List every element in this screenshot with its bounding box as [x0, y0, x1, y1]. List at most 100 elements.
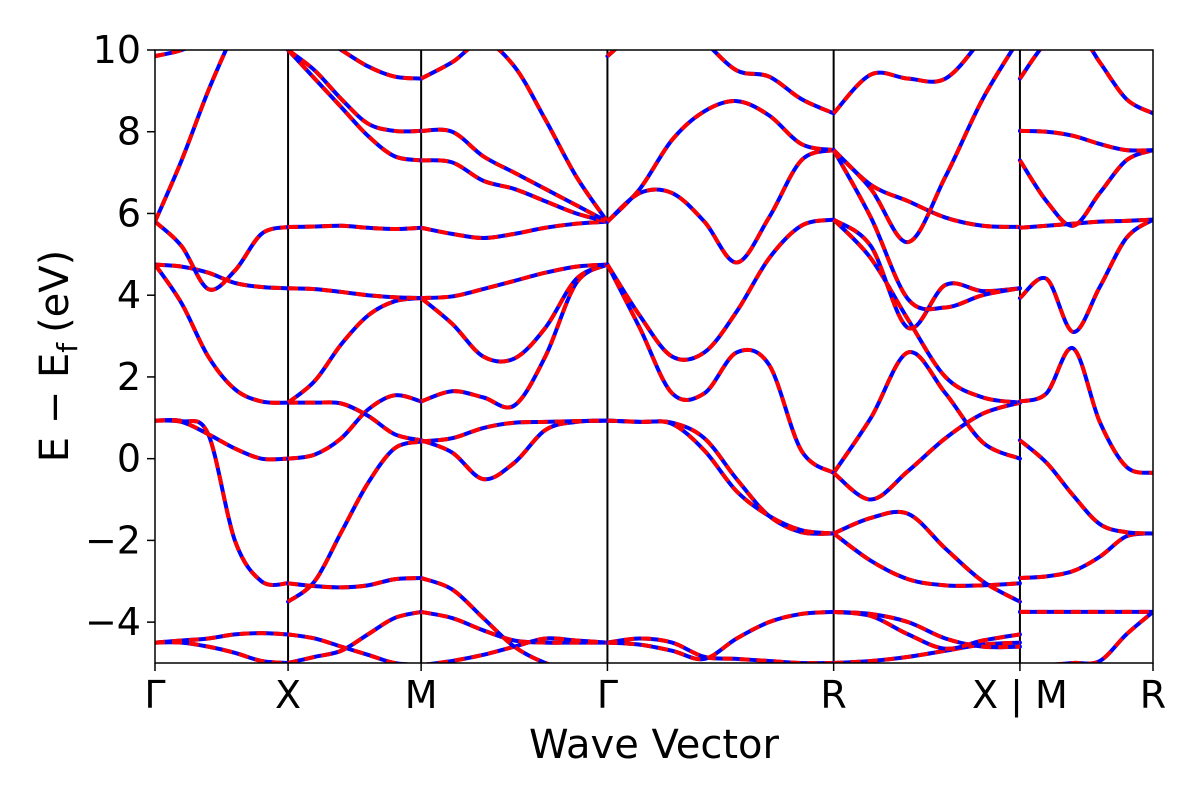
band-line-spin-up	[419, 418, 610, 444]
band-line-spin-down	[832, 531, 1021, 588]
band-line-spin-down	[420, 418, 608, 444]
y-tick-label: −2	[85, 518, 141, 562]
band-line-spin-up	[831, 50, 976, 116]
band-line-spin-down	[607, 609, 834, 662]
band-line-spin-up	[605, 217, 836, 362]
band-line-spin-down	[833, 609, 1020, 650]
band-line-spin-down	[831, 350, 1021, 475]
band-line-spin-down	[421, 636, 608, 663]
band-line-spin-up	[419, 609, 610, 645]
band-line-spin-up	[155, 417, 291, 587]
band-line-spin-down	[288, 400, 422, 443]
y-axis-title-main: E − E	[32, 353, 78, 463]
band-line-spin-down	[606, 99, 835, 224]
band-line-spin-up	[605, 609, 836, 662]
band-line-spin-down	[832, 50, 1015, 245]
band-line-spin-up	[831, 217, 1022, 331]
band-line-spin-down	[605, 263, 835, 475]
band-line-spin-down	[420, 262, 609, 410]
band-line-spin-up	[1017, 438, 1153, 536]
band-line-spin-down	[155, 263, 289, 405]
band-line-spin-down	[1019, 217, 1153, 230]
band-line-spin-down	[288, 286, 422, 301]
band-line-spin-down	[421, 127, 609, 224]
band-line-spin-up	[155, 50, 188, 59]
band-line-spin-up	[419, 158, 610, 224]
band-line-spin-down	[833, 609, 1021, 651]
band-line-spin-up	[419, 418, 610, 482]
band-lines	[155, 50, 1153, 663]
band-line-spin-up	[286, 296, 424, 405]
x-tick-label: X	[275, 673, 301, 717]
x-tick-label: X | M	[972, 673, 1068, 718]
band-line-spin-up	[831, 400, 1022, 502]
band-line-spin-up	[419, 127, 610, 224]
band-line-spin-up	[605, 50, 836, 116]
band-line-spin-down	[1019, 531, 1153, 580]
band-line-spin-down	[155, 640, 289, 663]
band-line-spin-up	[155, 50, 229, 224]
y-tick-label: 8	[117, 110, 141, 154]
band-line-spin-down	[831, 149, 1021, 312]
band-line-spin-down	[420, 609, 608, 645]
x-tick-label: Γ	[144, 673, 165, 717]
band-line-spin-up	[831, 148, 1022, 312]
band-line-spin-up	[605, 418, 836, 536]
band-line-spin-down	[337, 50, 422, 81]
y-axis-title-subscript: f	[51, 342, 84, 353]
band-line-spin-down	[832, 218, 1021, 405]
band-line-spin-up	[605, 148, 836, 265]
band-line-spin-down	[286, 439, 422, 604]
band-line-spin-down	[287, 609, 422, 663]
band-line-spin-up	[419, 262, 610, 410]
band-line-spin-up	[1017, 531, 1153, 580]
band-line-spin-up	[419, 576, 552, 663]
x-ticks: Γ X M Γ R X | M R	[144, 663, 1166, 718]
band-line-spin-up	[155, 640, 291, 663]
y-tick-label: 10	[93, 28, 141, 72]
band-line-spin-up	[831, 531, 1022, 588]
band-line-spin-down	[155, 50, 188, 59]
band-line-spin-down	[286, 50, 422, 163]
band-line-spin-up	[605, 418, 836, 536]
band-line-spin-down	[1018, 50, 1153, 116]
band-line-spin-down	[607, 418, 834, 536]
band-line-spin-down	[419, 262, 609, 364]
x-tick-label: Γ	[597, 673, 618, 717]
band-line-spin-down	[832, 148, 1020, 229]
band-line-spin-up	[1017, 128, 1153, 153]
y-tick-label: 2	[117, 355, 141, 399]
band-line-spin-up	[1017, 217, 1153, 334]
y-ticks: −4 −2 0 2 4 6 8 10	[85, 28, 155, 644]
x-tick-label: M	[405, 673, 438, 717]
band-line-spin-up	[155, 219, 291, 292]
band-line-spin-down	[1018, 148, 1153, 228]
y-axis-title-unit: (eV)	[32, 250, 78, 333]
band-line-spin-down	[421, 262, 608, 301]
band-line-spin-up	[337, 50, 424, 81]
band-line-spin-down	[287, 576, 422, 590]
y-axis-title: E − Ef (eV)	[32, 250, 84, 463]
y-tick-label: 4	[117, 273, 141, 317]
band-line-spin-down	[155, 50, 229, 223]
x-tick-label: R	[820, 673, 846, 717]
band-line-spin-down	[420, 50, 610, 223]
plot-frame	[154, 49, 1154, 664]
band-line-spin-up	[1017, 50, 1153, 116]
y-tick-label: −4	[85, 600, 141, 644]
band-line-spin-down	[287, 393, 422, 461]
band-line-spin-down	[287, 632, 421, 663]
band-line-spin-down	[286, 296, 422, 405]
band-line-spin-down	[605, 217, 835, 362]
x-axis-title: Wave Vector	[529, 722, 780, 768]
band-line-spin-down	[607, 418, 834, 536]
band-line-spin-down	[832, 217, 1021, 331]
band-line-spin-up	[1047, 609, 1153, 663]
x-tick-label: R	[1140, 673, 1166, 717]
band-line-spin-down	[832, 509, 1021, 604]
band-line-spin-down	[155, 418, 289, 462]
band-line-spin-down	[1047, 610, 1153, 663]
band-line-spin-down	[286, 50, 422, 134]
